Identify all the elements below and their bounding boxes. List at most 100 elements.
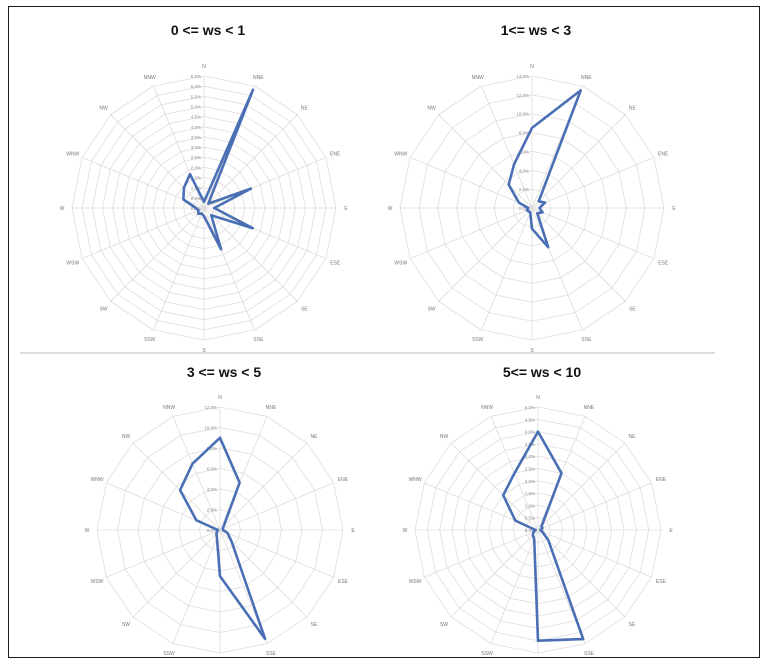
chart-title: 0 <= ws < 1 bbox=[170, 22, 246, 38]
tick-label: 1.0% bbox=[525, 503, 535, 508]
tick-label: 2.5% bbox=[525, 467, 535, 472]
direction-label: SW bbox=[100, 306, 108, 312]
direction-label: ESE bbox=[656, 579, 667, 585]
tick-label: 10.0% bbox=[516, 112, 529, 117]
grid-spoke bbox=[203, 114, 298, 209]
tick-label: 0.0% bbox=[207, 528, 217, 533]
tick-label: 5.5% bbox=[191, 94, 201, 99]
direction-label: NNW bbox=[144, 75, 156, 81]
direction-label: SW bbox=[122, 622, 130, 628]
grid-spoke bbox=[438, 114, 533, 209]
direction-label: N bbox=[202, 64, 206, 70]
direction-label: NW bbox=[440, 434, 449, 440]
tick-label: 12.0% bbox=[516, 93, 529, 98]
grid-spoke bbox=[490, 529, 539, 644]
direction-label: WNW bbox=[91, 477, 104, 483]
series-line bbox=[182, 88, 255, 251]
direction-label: E bbox=[351, 528, 355, 534]
radar-chart: NNNENEENEEESESESSESSSWSWWSWWWNWNWNNW0.0%… bbox=[85, 395, 356, 657]
grid-spoke bbox=[110, 114, 205, 209]
tick-label: 6.0% bbox=[191, 84, 201, 89]
chart-title: 3 <= ws < 5 bbox=[186, 364, 262, 380]
direction-label: SSE bbox=[253, 337, 264, 343]
direction-label: SE bbox=[311, 622, 318, 628]
grid-spoke bbox=[203, 157, 327, 209]
tick-label: 2.5% bbox=[191, 155, 201, 160]
direction-label: ENE bbox=[658, 152, 669, 158]
windrose-panel-ws-1-3: 1<= ws < 3 N NNE NE ENE E ESE SE SSE S SSW SW WSW W W… bbox=[386, 22, 686, 354]
direction-label: NE bbox=[301, 106, 309, 112]
tick-label: 2.0% bbox=[191, 165, 201, 170]
grid-spoke bbox=[219, 529, 334, 578]
direction-label: E bbox=[669, 528, 673, 534]
direction-label: ENE bbox=[338, 477, 349, 483]
tick-label: 4.5% bbox=[191, 115, 201, 120]
tick-label: 3.5% bbox=[191, 135, 201, 140]
direction-label: SSE bbox=[581, 337, 592, 343]
grid-spoke bbox=[531, 207, 655, 259]
tick-label: 10.0% bbox=[204, 426, 217, 431]
direction-label: WNW bbox=[409, 477, 422, 483]
series-line bbox=[501, 430, 585, 643]
grid-spoke bbox=[537, 529, 652, 578]
direction-label: ENE bbox=[656, 477, 667, 483]
tick-label: 4.5% bbox=[525, 417, 535, 422]
grid-spoke bbox=[409, 207, 533, 259]
tick-label: 2.0% bbox=[519, 187, 529, 192]
tick-label: 6.5% bbox=[191, 74, 201, 79]
direction-label: SE bbox=[301, 306, 308, 312]
direction-label: NE bbox=[629, 434, 637, 440]
direction-label: N bbox=[218, 395, 222, 401]
direction-label: SSW bbox=[144, 337, 156, 343]
grid-spoke bbox=[481, 207, 533, 331]
direction-label: S bbox=[530, 348, 534, 354]
grid-spoke bbox=[537, 482, 652, 531]
grid-spoke bbox=[537, 529, 626, 618]
tick-label: 6.0% bbox=[207, 467, 217, 472]
direction-label: NNW bbox=[481, 405, 493, 411]
grid-spoke bbox=[450, 442, 539, 531]
direction-label: WSW bbox=[91, 579, 104, 585]
direction-label: SSW bbox=[481, 651, 493, 657]
grid-spoke bbox=[531, 207, 626, 302]
grid-spoke bbox=[106, 529, 221, 578]
grid-spoke bbox=[203, 207, 298, 302]
grid-spoke bbox=[537, 442, 626, 531]
radar-chart: NNNENEENEEESESESSESSSWSWWSWWWNWNWNNW0.0%… bbox=[60, 64, 349, 354]
direction-label: NW bbox=[99, 106, 108, 112]
tick-label: 5.0% bbox=[191, 105, 201, 110]
direction-label: WNW bbox=[66, 152, 79, 158]
direction-label: SW bbox=[440, 622, 448, 628]
grid-spoke bbox=[450, 529, 539, 618]
tick-label: 3.0% bbox=[191, 145, 201, 150]
tick-label: 4.0% bbox=[519, 168, 529, 173]
direction-label: WSW bbox=[409, 579, 422, 585]
direction-label: NNE bbox=[266, 405, 277, 411]
direction-label: SE bbox=[629, 622, 636, 628]
direction-label: W bbox=[60, 206, 65, 212]
tick-label: 8.0% bbox=[519, 131, 529, 136]
grid-spoke bbox=[531, 114, 626, 209]
grid-spoke bbox=[153, 207, 205, 331]
radar-chart: NNNENEENEEESESESSESSSWSWWSWWWNWNWNNW0.0%… bbox=[403, 395, 674, 657]
direction-label: NW bbox=[427, 106, 436, 112]
direction-label: NNE bbox=[253, 75, 264, 81]
grid-spoke bbox=[172, 416, 221, 531]
tick-label: 0.0% bbox=[525, 528, 535, 533]
tick-label: 14.0% bbox=[516, 74, 529, 79]
direction-label: SSE bbox=[266, 651, 277, 657]
tick-label: 0.5% bbox=[525, 516, 535, 521]
direction-label: NE bbox=[629, 106, 637, 112]
grid-spoke bbox=[132, 442, 221, 531]
grid-spoke bbox=[132, 529, 221, 618]
grid-spoke bbox=[219, 416, 268, 531]
direction-label: NE bbox=[311, 434, 319, 440]
grid-spoke bbox=[424, 529, 539, 578]
chart-title: 5<= ws < 10 bbox=[502, 364, 582, 380]
grid-spoke bbox=[81, 207, 205, 259]
direction-label: SE bbox=[629, 306, 636, 312]
direction-label: NNW bbox=[163, 405, 175, 411]
direction-label: NNE bbox=[581, 75, 592, 81]
grid-spoke bbox=[219, 529, 308, 618]
direction-label: ESE bbox=[338, 579, 349, 585]
